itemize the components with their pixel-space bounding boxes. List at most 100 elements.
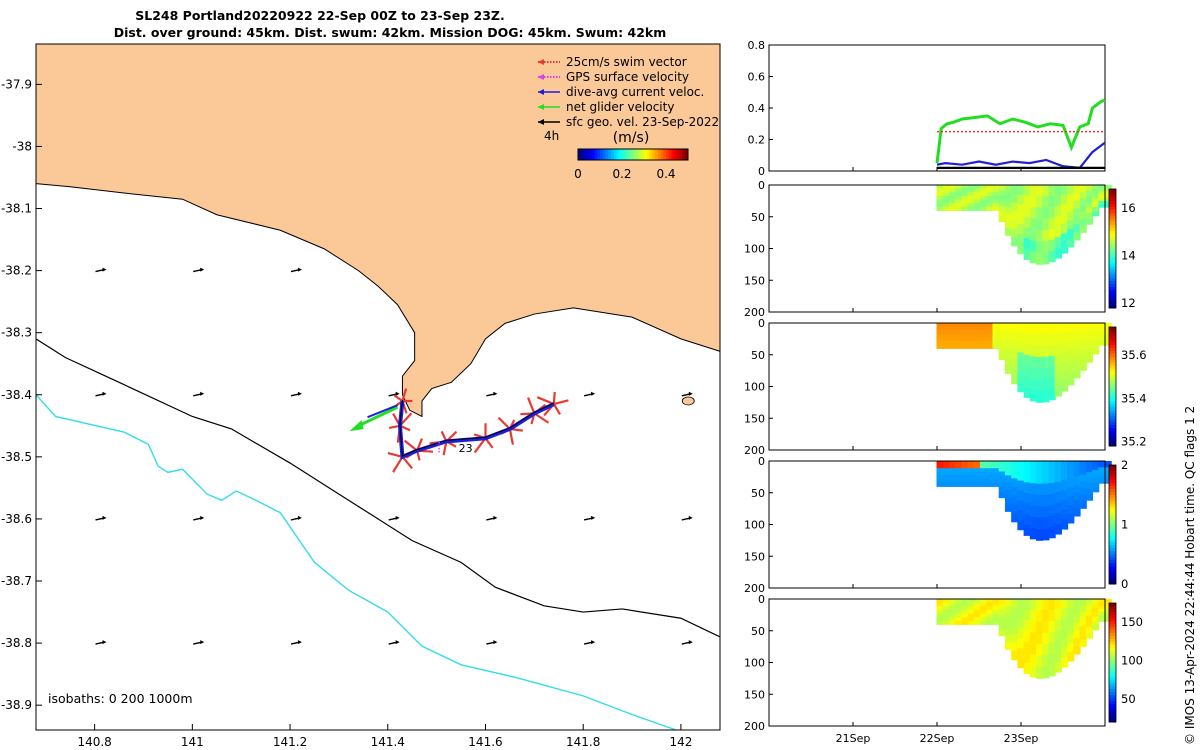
depth-tick-label: 0 [758,593,765,606]
section-cell [1060,490,1069,501]
legend-arrowhead [538,119,544,125]
section-cell [1060,499,1069,511]
section-cell [1092,625,1100,631]
profile-colorbar-cell [1109,419,1116,423]
geo-velocity-arrowhead [688,515,693,520]
section-cell [973,330,982,335]
section-cell [1073,492,1081,501]
profile-colorbar-cell [1109,485,1116,490]
x-tick-label: 141.4 [371,735,405,749]
section-cell [967,479,975,484]
section-cell [992,192,1000,197]
section-cell [1073,370,1081,379]
profile-colorbar-tick-label: 14 [1121,249,1136,263]
section-cell [1048,642,1056,655]
section-cell [942,475,950,480]
section-cell [986,599,994,604]
section-cell [973,468,982,473]
section-cell [1017,480,1025,491]
colorbar-cell [583,149,587,160]
velocity-series-line [935,98,1106,164]
section-cell [1054,364,1062,376]
colorbar-cell [608,149,612,160]
section-cell [1060,618,1069,629]
profile-colorbar-cell [1109,500,1116,505]
section-cell [1098,338,1106,343]
section-cell [1092,474,1100,480]
section-cell [955,613,963,618]
profile-colorbar-cell [1109,608,1116,613]
profile-colorbar-cell [1109,518,1116,523]
section-cell [961,341,969,346]
profile-colorbar-cell [1109,329,1116,334]
section-cell [1085,477,1094,484]
section-cell [1042,196,1050,209]
section-cell [1085,615,1094,622]
depth-tick-label: 100 [744,381,765,394]
section-cell [955,192,963,197]
section-cell [973,323,982,328]
section-cell [948,330,957,335]
section-cell [942,206,950,211]
profile-colorbar-frame [1108,602,1117,723]
section-cell [1085,334,1094,341]
section-cell [1011,495,1019,505]
section-cell [973,199,982,204]
section-cell [992,185,1000,190]
section-cell [986,479,994,484]
depth-tick-label: 100 [744,657,765,670]
section-cell [1036,655,1044,668]
section-cell [948,468,957,473]
section-cell [1079,481,1087,489]
section-cell [1073,216,1081,225]
section-cell [1079,626,1087,634]
colorbar-cell [666,149,670,160]
profile-colorbar-cell [1109,545,1116,549]
legend-arrowhead [538,74,544,80]
section-cell [1098,335,1106,340]
section-cell [1048,493,1056,506]
section-cell [1073,192,1081,202]
section-cell [942,482,950,487]
section-cell [1079,605,1087,614]
section-cell [992,330,1000,335]
section-cell [961,620,969,625]
colorbar-cell [641,149,645,160]
section-cell [1017,224,1025,235]
section-cell [948,599,957,604]
section-cell [1060,233,1069,244]
geo-velocity-arrowhead [102,391,107,396]
profile-colorbar-cell [1109,689,1116,693]
section-cell [1085,632,1094,639]
profile-colorbar-cell [1109,425,1116,429]
section-cell [961,330,969,335]
profile-colorbar-tick-label: 35.6 [1121,348,1147,362]
colorbar-cell [605,149,609,160]
profile-colorbar-cell [1109,554,1116,558]
section-cell [967,609,975,615]
section-cell [1054,619,1062,631]
section-cell [998,338,1006,345]
section-cell [1017,381,1025,393]
section-cell [1042,655,1050,668]
section-cell [1011,487,1019,497]
section-cell [1042,506,1050,518]
section-cell [1104,185,1112,189]
section-cell [980,341,988,346]
time-label: 4h [544,129,559,143]
section-cell [1004,199,1013,208]
profile-colorbar-cell [1109,257,1116,261]
colorbar-cell [657,149,661,160]
section-cell [1011,599,1019,609]
profile-colorbar-cell [1109,203,1116,208]
section-cell [948,609,957,615]
section-cell [1023,386,1031,398]
swim-vector [401,456,413,469]
section-cell [1104,611,1112,616]
profile-colorbar-cell [1109,218,1116,223]
y-tick-label: -37.9 [1,77,32,91]
section-cell [1054,609,1062,621]
section-cell [1079,205,1087,213]
section-cell [1023,609,1031,621]
section-cell [1048,206,1056,219]
